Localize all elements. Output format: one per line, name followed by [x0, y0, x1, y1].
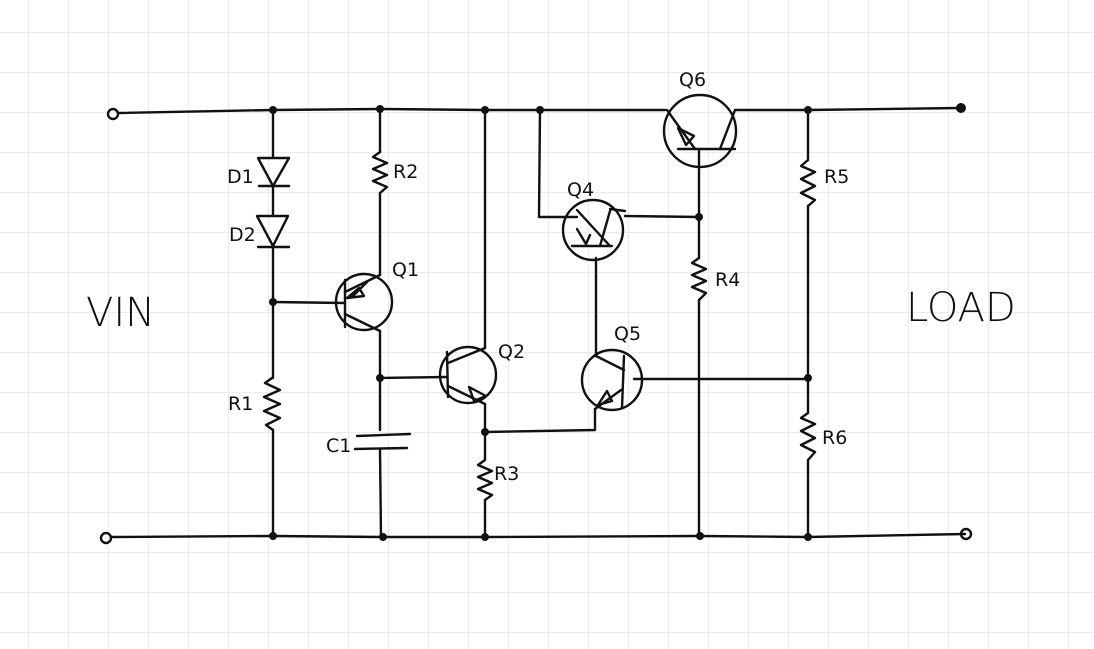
bottom-rail	[110, 532, 967, 539]
d1-label: D1	[227, 166, 254, 188]
r4-label: R4	[715, 269, 740, 291]
load-positive-terminal	[956, 103, 966, 113]
q4-label: Q4	[567, 179, 594, 201]
d2-label: D2	[229, 224, 256, 246]
transistor-q2	[438, 345, 498, 406]
transistor-q5	[580, 348, 644, 412]
diode-d2	[255, 214, 291, 249]
junction-dots	[269, 105, 812, 541]
resistor-r6	[799, 411, 817, 462]
resistor-r1	[262, 376, 282, 432]
resistor-r4	[690, 256, 708, 302]
q6-label: Q6	[679, 69, 706, 91]
resistor-r3	[476, 458, 494, 502]
r1-label: R1	[228, 393, 253, 415]
diode-d1	[256, 156, 291, 188]
transistor-q4	[561, 198, 627, 262]
vin-label: VIN	[86, 290, 155, 336]
vin-negative-terminal	[99, 531, 113, 545]
r6-label: R6	[822, 427, 847, 449]
resistor-r2	[371, 150, 389, 195]
r2-label: R2	[393, 161, 418, 183]
r3-label: R3	[494, 463, 519, 485]
resistor-r5	[799, 158, 817, 208]
q5-label: Q5	[614, 323, 641, 345]
q2-label: Q2	[498, 341, 525, 363]
vin-positive-terminal	[106, 107, 120, 121]
c1-label: C1	[326, 435, 351, 457]
r5-label: R5	[824, 166, 849, 188]
load-label: LOAD	[906, 285, 1016, 331]
load-negative-terminal	[959, 527, 973, 541]
transistor-q1	[334, 272, 394, 333]
capacitor-c1	[353, 432, 412, 451]
q1-label: Q1	[392, 259, 419, 281]
